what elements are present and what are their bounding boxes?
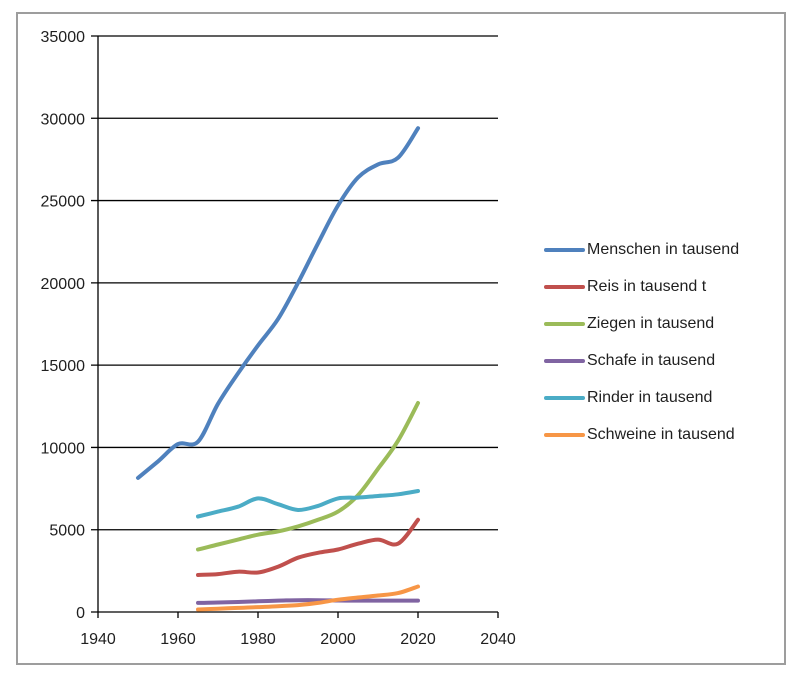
series-line-reis [196,517,420,577]
legend-item-rinder: Rinder in tausend [544,386,739,409]
series-line-schafe [196,598,420,605]
series-line-menschen [136,126,420,480]
legend-label: Schafe in tausend [587,352,716,369]
legend-label: Schweine in tausend [587,426,735,443]
legend-line-swatch [544,432,585,437]
x-tick-label: 2020 [400,631,436,648]
y-tick-label: 35000 [41,29,86,46]
legend-item-reis: Reis in tausend t [544,275,739,298]
legend-line-swatch [544,247,585,252]
legend-item-schafe: Schafe in tausend [544,349,739,372]
legend-label: Menschen in tausend [587,241,740,258]
legend-item-schweine: Schweine in tausend [544,423,739,446]
x-tick-label: 2040 [480,631,516,648]
y-tick-label: 25000 [41,194,86,211]
legend-item-ziegen: Ziegen in tausend [544,312,739,335]
legend-label: Reis in tausend t [587,278,707,295]
legend-line-swatch [544,321,585,326]
y-tick-label: 10000 [41,440,86,457]
x-tick-label: 1980 [240,631,276,648]
legend-item-menschen: Menschen in tausend [544,238,739,261]
legend-line-swatch [544,284,585,289]
legend-label: Rinder in tausend [587,389,713,406]
y-tick-label: 30000 [41,111,86,128]
x-tick-label: 2000 [320,631,356,648]
x-tick-label: 1940 [80,631,116,648]
chart-legend: Menschen in tausend Reis in tausend t Zieg… [544,238,739,460]
series-line-ziegen [196,401,420,552]
y-tick-label: 20000 [41,276,86,293]
y-tick-label: 0 [76,605,85,622]
legend-line-swatch [544,358,585,363]
y-tick-label: 5000 [49,523,85,540]
series-line-schweine [196,584,420,612]
chart-frame [16,12,786,665]
y-tick-label: 15000 [41,358,86,375]
series-line-rinder [196,489,420,519]
legend-line-swatch [544,395,585,400]
x-tick-label: 1960 [160,631,196,648]
legend-label: Ziegen in tausend [587,315,715,332]
